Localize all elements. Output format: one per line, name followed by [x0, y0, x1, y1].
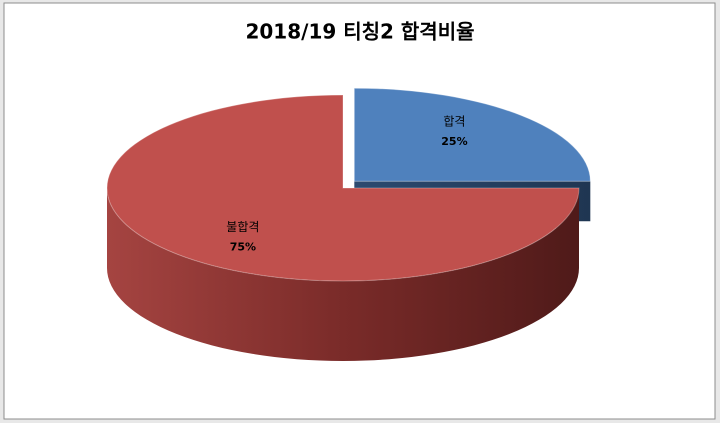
slice-label: 합격 [443, 114, 465, 128]
slice-value-label: 25% [441, 135, 467, 148]
slice-wall [107, 188, 579, 361]
chart-title: 2018/19 티칭2 합격비율 [245, 20, 474, 44]
slice-value-label: 75% [230, 240, 256, 253]
slice-label: 불합격 [226, 220, 259, 234]
pie: 합격 25% 불합격 75% [106, 87, 591, 361]
slice-top [106, 94, 580, 282]
slice-top [353, 87, 591, 182]
